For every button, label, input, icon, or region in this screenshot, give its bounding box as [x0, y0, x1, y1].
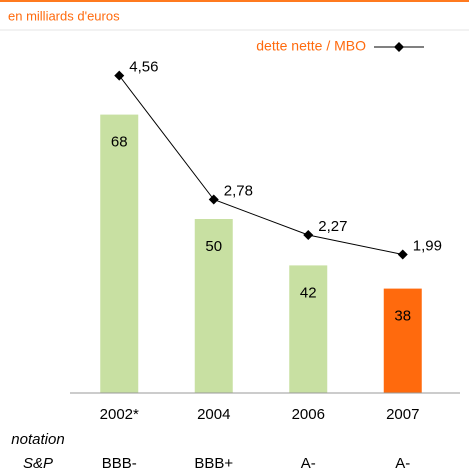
rating-label: S&P — [23, 455, 53, 472]
line-marker — [114, 70, 125, 81]
rating: BBB- — [102, 455, 137, 472]
rating: BBB+ — [194, 455, 233, 472]
legend-label: dette nette / MBO — [256, 38, 366, 54]
bar-label: 38 — [394, 308, 411, 325]
bar — [100, 114, 139, 393]
rating: A- — [395, 455, 410, 472]
line-label: 2,78 — [224, 182, 253, 199]
line-marker — [208, 194, 219, 205]
line — [118, 75, 403, 255]
line-marker — [303, 230, 314, 241]
line-label: 4,56 — [129, 59, 158, 76]
legend-marker — [394, 42, 404, 52]
bar — [289, 265, 328, 393]
bar-label: 42 — [300, 284, 317, 301]
x-tick-label: 2004 — [197, 406, 230, 423]
bar-label: 68 — [111, 134, 128, 151]
line-marker — [397, 249, 408, 260]
bar — [383, 288, 422, 393]
x-tick-label: 2002* — [100, 406, 139, 423]
line-label: 1,99 — [413, 237, 442, 254]
bar-label: 50 — [205, 238, 222, 255]
bar — [194, 219, 233, 393]
x-tick-label: 2007 — [386, 406, 419, 423]
line-label: 2,27 — [318, 218, 347, 235]
rating-label: notation — [11, 431, 64, 448]
rating: A- — [301, 455, 316, 472]
subtitle: en milliards d'euros — [8, 8, 120, 23]
x-tick-label: 2006 — [292, 406, 325, 423]
